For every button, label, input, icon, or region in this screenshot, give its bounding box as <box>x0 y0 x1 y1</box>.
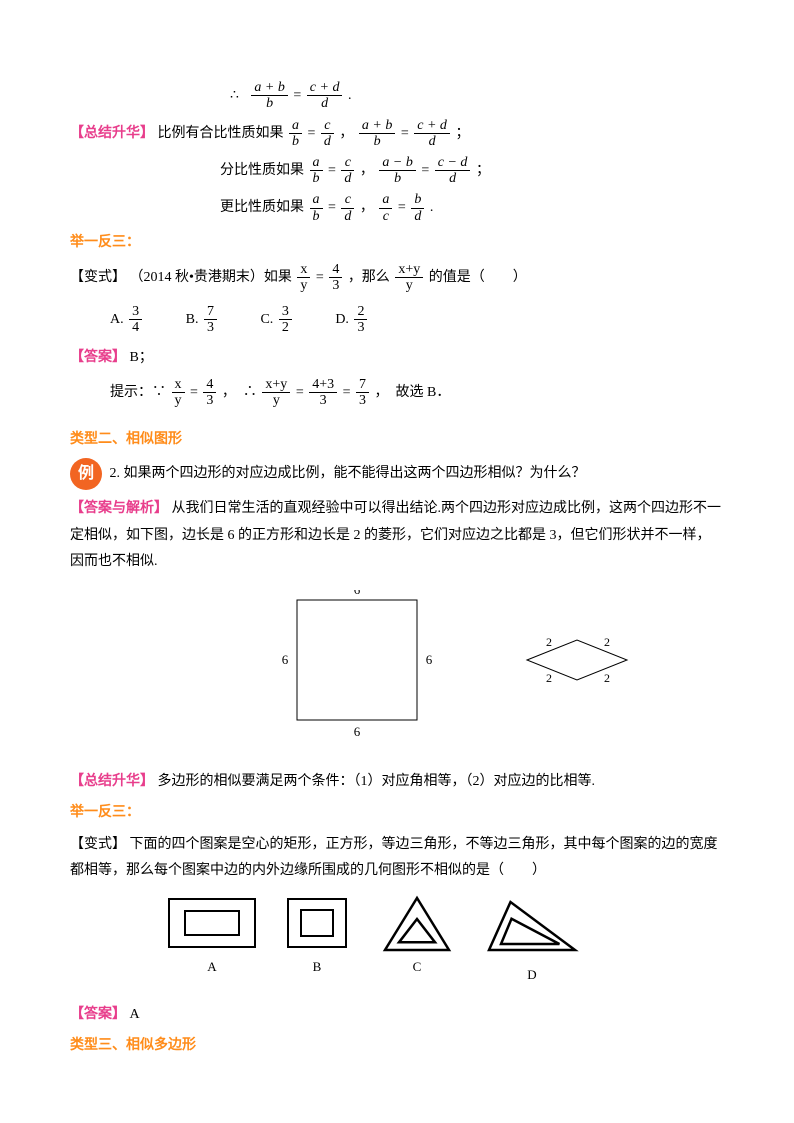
example-badge-icon: 例 <box>70 458 102 490</box>
answer-2: 【答案】 A <box>70 1002 724 1029</box>
variant-label: 【变式】 <box>70 270 126 285</box>
svg-text:2: 2 <box>604 635 610 649</box>
summary-1-line2: 分比性质如果 ab = cd ， a − bb = c − dd ； <box>70 155 724 187</box>
juyi-1: 举一反三： <box>70 230 724 257</box>
options-row: A. 34 B. 73 C. 32 D. 23 <box>70 304 724 336</box>
svg-text:6: 6 <box>354 724 361 739</box>
svg-text:C: C <box>413 959 422 974</box>
line3-pre: 更比性质如果 <box>220 200 304 215</box>
answer2-label: 【答案】 <box>70 1007 126 1022</box>
option-d: D. 23 <box>335 304 369 336</box>
type-3-title: 类型三、相似多边形 <box>70 1033 724 1060</box>
variant-2: 【变式】 下面的四个图案是空心的矩形，正方形，等边三角形，不等边三角形，其中每个… <box>70 832 724 885</box>
answer-value: B； <box>130 350 153 365</box>
summary-line1-pre: 比例有合比性质如果 <box>158 126 284 141</box>
option-c: C. 32 <box>260 304 293 336</box>
summary-label: 【总结升华】 <box>70 126 154 141</box>
answer2-val: A <box>130 1007 140 1022</box>
svg-text:6: 6 <box>354 590 361 597</box>
summary-2: 【总结升华】 多边形的相似要满足两个条件：（1）对应角相等，（2）对应边的比相等… <box>70 769 724 796</box>
answer-analysis-body: 从我们日常生活的直观经验中可以得出结论.两个四边形对应边成比例，这两个四边形不一… <box>70 501 721 569</box>
option-b: B. 73 <box>186 304 219 336</box>
svg-text:D: D <box>527 967 536 982</box>
svg-text:6: 6 <box>426 652 433 667</box>
svg-text:6: 6 <box>282 652 289 667</box>
juyi-2: 举一反三： <box>70 800 724 827</box>
choices-svg-el: A B C D <box>157 893 637 985</box>
hint-1: 提示：∵ xy = 43 ， ∴ x+yy = 4+33 = 73 ， 故选 B… <box>70 377 724 409</box>
answer-label: 【答案】 <box>70 350 126 365</box>
line2-pre: 分比性质如果 <box>220 163 304 178</box>
example-2: 例 2. 如果两个四边形的对应边成比例，能不能得出这两个四边形相似？为什么？ <box>70 458 724 490</box>
svg-text:B: B <box>313 959 322 974</box>
svg-text:2: 2 <box>604 671 610 685</box>
example-q: 如果两个四边形的对应边成比例，能不能得出这两个四边形相似？为什么？ <box>124 466 586 481</box>
therefore-sym: ∴ <box>230 88 239 103</box>
type-2-title: 类型二、相似图形 <box>70 427 724 454</box>
answer-1: 【答案】 B； <box>70 345 724 372</box>
variant-1: 【变式】 （2014 秋•贵港期末）如果 xy = 43 ，那么 x+yy 的值… <box>70 262 724 294</box>
svg-text:2: 2 <box>546 635 552 649</box>
svg-text:2: 2 <box>546 671 552 685</box>
shapes-diagram: 6 6 6 6 2 2 2 2 <box>70 590 724 751</box>
variant2-body: 下面的四个图案是空心的矩形，正方形，等边三角形，不等边三角形，其中每个图案的边的… <box>70 837 718 879</box>
summary2-label: 【总结升华】 <box>70 774 154 789</box>
summary-1-line3: 更比性质如果 ab = cd ， ac = bd . <box>70 192 724 224</box>
summary-1: 【总结升华】 比例有合比性质如果 ab = cd ， a + bb = c + … <box>70 118 724 150</box>
answer-analysis-label: 【答案与解析】 <box>70 501 168 516</box>
option-a: A. 34 <box>110 304 144 336</box>
variant2-label: 【变式】 <box>70 837 126 852</box>
example-num: 2. <box>110 466 121 481</box>
svg-text:A: A <box>207 959 217 974</box>
variant-src: （2014 秋•贵港期末）如果 <box>130 270 292 285</box>
answer-analysis: 【答案与解析】 从我们日常生活的直观经验中可以得出结论.两个四边形对应边成比例，… <box>70 496 724 576</box>
choice-shapes: A B C D <box>70 893 724 996</box>
therefore-equation: ∴ a + bb = c + dd . <box>70 80 724 112</box>
shapes-svg: 6 6 6 6 2 2 2 2 <box>117 590 677 740</box>
summary2-body: 多边形的相似要满足两个条件：（1）对应角相等，（2）对应边的比相等. <box>158 774 596 789</box>
